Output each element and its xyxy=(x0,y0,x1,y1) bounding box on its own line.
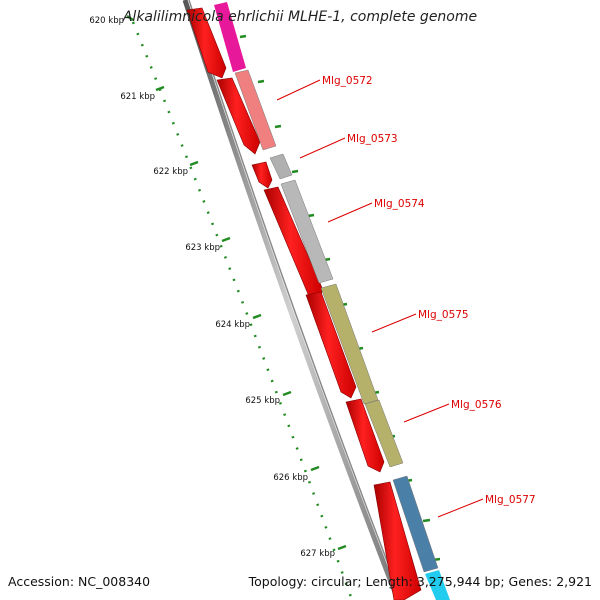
gene-label-mlg-0575: Mlg_0575 xyxy=(418,309,469,321)
tick-label-622: 622 kbp xyxy=(153,167,188,177)
gene-labels: Mlg_0572 Mlg_0573 Mlg_0574 Mlg_0575 Mlg_… xyxy=(322,75,536,506)
gene-mlg-0575-bar xyxy=(320,283,379,405)
tick-label-620: 620 kbp xyxy=(89,16,124,26)
gene-label-mlg-0577: Mlg_0577 xyxy=(485,494,536,506)
cds-r5 xyxy=(305,291,357,399)
gene-label-mlg-0573: Mlg_0573 xyxy=(347,133,398,145)
map-title: Alkalilimnicola ehrlichii MLHE-1, comple… xyxy=(122,9,478,25)
backbone-ring-shadow xyxy=(188,0,403,600)
gene-label-mlg-0572: Mlg_0572 xyxy=(322,75,373,87)
genome-summary: Topology: circular; Length: 3,275,944 bp… xyxy=(248,574,592,589)
cds-magenta xyxy=(214,2,246,72)
forward-strand-genes xyxy=(214,2,450,600)
reverse-strand-genes xyxy=(186,7,422,600)
tick-label-625: 625 kbp xyxy=(245,396,280,406)
gene-label-mlg-0576: Mlg_0576 xyxy=(451,399,502,411)
tick-label-626: 626 kbp xyxy=(273,473,308,483)
gene-mlg-0574-bar xyxy=(280,179,334,284)
ruler-major-ticks xyxy=(126,14,347,551)
cds-r6 xyxy=(345,398,385,473)
ruler-ring xyxy=(131,21,354,600)
gene-label-leaders xyxy=(276,79,484,518)
ruler-tick-labels: 620 kbp 621 kbp 622 kbp 623 kbp 624 kbp … xyxy=(89,16,335,559)
cds-r3 xyxy=(251,161,273,189)
tick-label-621: 621 kbp xyxy=(120,92,155,102)
cds-r1 xyxy=(186,7,227,79)
cds-cyan xyxy=(425,570,450,600)
gene-mlg-0577-bar xyxy=(392,475,439,573)
tick-label-624: 624 kbp xyxy=(215,320,250,330)
cds-r2 xyxy=(216,77,261,155)
gene-mlg-0572-bar xyxy=(234,69,277,151)
gene-label-mlg-0574: Mlg_0574 xyxy=(374,198,425,210)
accession-label: Accession: NC_008340 xyxy=(8,574,151,589)
gene-mlg-0573-bar xyxy=(269,153,293,180)
cds-r7 xyxy=(373,481,422,600)
tick-label-623: 623 kbp xyxy=(185,243,220,253)
tick-label-627: 627 kbp xyxy=(300,549,335,559)
backbone-ring xyxy=(182,0,401,600)
gene-mlg-0576-bar xyxy=(364,399,404,468)
